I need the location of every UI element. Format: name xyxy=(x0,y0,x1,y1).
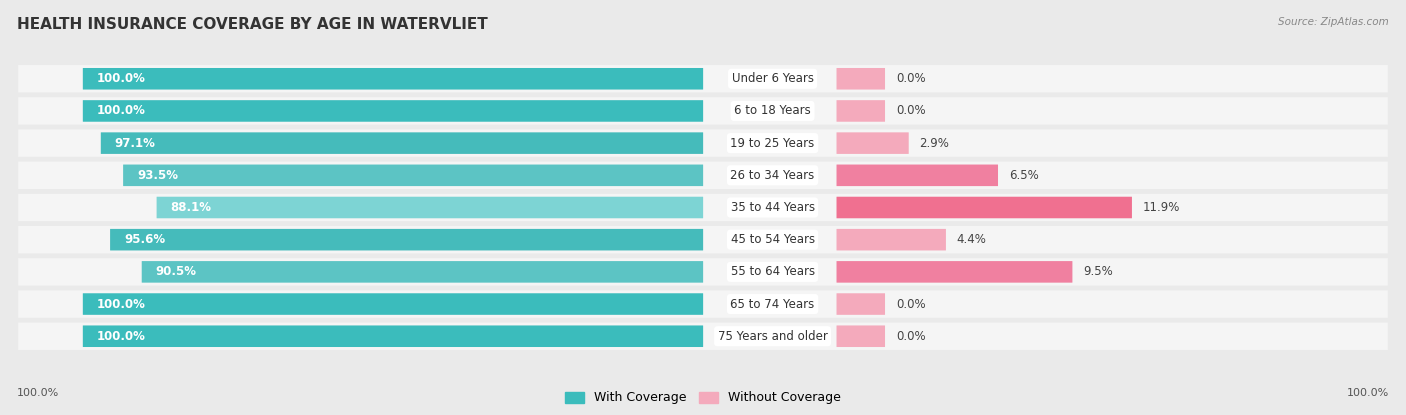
Text: 55 to 64 Years: 55 to 64 Years xyxy=(731,265,814,278)
Text: 0.0%: 0.0% xyxy=(896,105,925,117)
FancyBboxPatch shape xyxy=(18,194,1388,221)
Text: 2.9%: 2.9% xyxy=(920,137,949,150)
FancyBboxPatch shape xyxy=(83,325,703,347)
Text: 93.5%: 93.5% xyxy=(136,169,179,182)
Text: 9.5%: 9.5% xyxy=(1083,265,1114,278)
FancyBboxPatch shape xyxy=(156,197,703,218)
Text: 97.1%: 97.1% xyxy=(115,137,156,150)
Text: 88.1%: 88.1% xyxy=(170,201,211,214)
Text: 0.0%: 0.0% xyxy=(896,330,925,343)
Text: HEALTH INSURANCE COVERAGE BY AGE IN WATERVLIET: HEALTH INSURANCE COVERAGE BY AGE IN WATE… xyxy=(17,17,488,32)
FancyBboxPatch shape xyxy=(837,132,908,154)
FancyBboxPatch shape xyxy=(124,164,703,186)
Text: Under 6 Years: Under 6 Years xyxy=(731,72,814,85)
FancyBboxPatch shape xyxy=(837,68,884,90)
Text: 0.0%: 0.0% xyxy=(896,298,925,310)
FancyBboxPatch shape xyxy=(837,197,1132,218)
FancyBboxPatch shape xyxy=(18,129,1388,157)
FancyBboxPatch shape xyxy=(142,261,703,283)
Legend: With Coverage, Without Coverage: With Coverage, Without Coverage xyxy=(561,386,845,410)
FancyBboxPatch shape xyxy=(18,226,1388,254)
Text: 26 to 34 Years: 26 to 34 Years xyxy=(731,169,814,182)
Text: 100.0%: 100.0% xyxy=(17,388,59,398)
FancyBboxPatch shape xyxy=(837,164,998,186)
FancyBboxPatch shape xyxy=(18,290,1388,318)
Text: 35 to 44 Years: 35 to 44 Years xyxy=(731,201,814,214)
FancyBboxPatch shape xyxy=(18,65,1388,93)
Text: 95.6%: 95.6% xyxy=(124,233,165,246)
FancyBboxPatch shape xyxy=(101,132,703,154)
Text: 6.5%: 6.5% xyxy=(1010,169,1039,182)
FancyBboxPatch shape xyxy=(837,100,884,122)
FancyBboxPatch shape xyxy=(83,293,703,315)
FancyBboxPatch shape xyxy=(83,68,703,90)
FancyBboxPatch shape xyxy=(18,258,1388,286)
FancyBboxPatch shape xyxy=(837,261,1073,283)
Text: 100.0%: 100.0% xyxy=(1347,388,1389,398)
Text: 45 to 54 Years: 45 to 54 Years xyxy=(731,233,814,246)
FancyBboxPatch shape xyxy=(18,97,1388,124)
FancyBboxPatch shape xyxy=(837,325,884,347)
Text: 100.0%: 100.0% xyxy=(97,330,146,343)
FancyBboxPatch shape xyxy=(837,293,884,315)
Text: 90.5%: 90.5% xyxy=(156,265,197,278)
Text: 0.0%: 0.0% xyxy=(896,72,925,85)
Text: 100.0%: 100.0% xyxy=(97,105,146,117)
Text: 19 to 25 Years: 19 to 25 Years xyxy=(731,137,814,150)
FancyBboxPatch shape xyxy=(83,100,703,122)
Text: 100.0%: 100.0% xyxy=(97,298,146,310)
FancyBboxPatch shape xyxy=(18,322,1388,350)
Text: 4.4%: 4.4% xyxy=(957,233,987,246)
Text: 75 Years and older: 75 Years and older xyxy=(717,330,828,343)
Text: 65 to 74 Years: 65 to 74 Years xyxy=(731,298,814,310)
Text: 100.0%: 100.0% xyxy=(97,72,146,85)
Text: Source: ZipAtlas.com: Source: ZipAtlas.com xyxy=(1278,17,1389,27)
Text: 11.9%: 11.9% xyxy=(1143,201,1180,214)
FancyBboxPatch shape xyxy=(110,229,703,251)
FancyBboxPatch shape xyxy=(18,161,1388,189)
FancyBboxPatch shape xyxy=(837,229,946,251)
Text: 6 to 18 Years: 6 to 18 Years xyxy=(734,105,811,117)
